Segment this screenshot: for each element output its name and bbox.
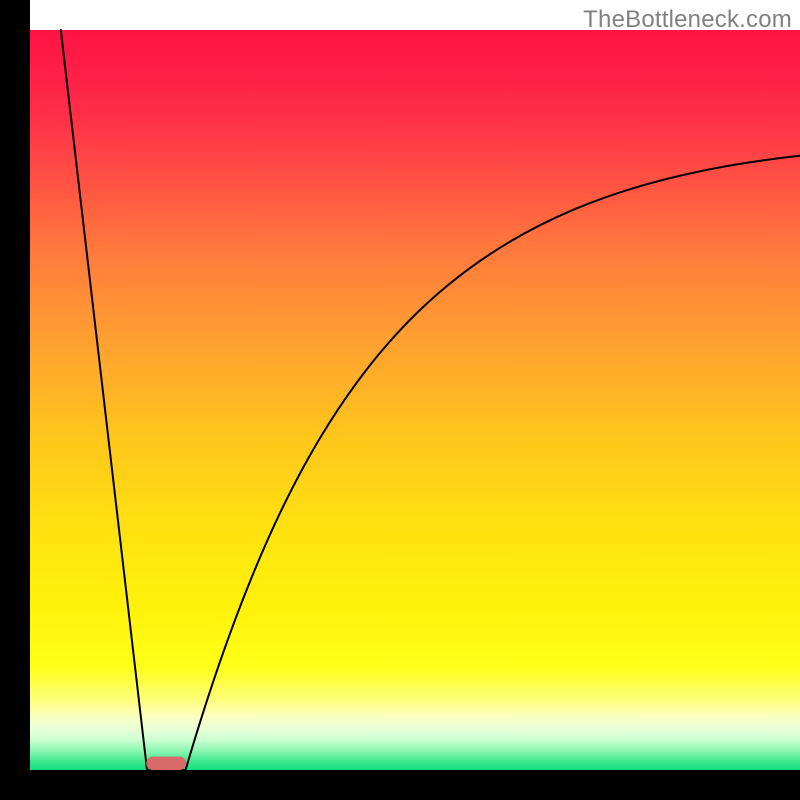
gradient-background — [30, 30, 800, 770]
plot-svg — [30, 0, 800, 770]
watermark-text: TheBottleneck.com — [583, 6, 792, 34]
valley-marker — [146, 757, 186, 770]
plot-area — [30, 0, 800, 770]
